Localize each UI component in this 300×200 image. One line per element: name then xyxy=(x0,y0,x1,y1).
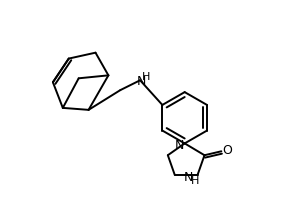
Text: O: O xyxy=(222,144,232,157)
Text: N: N xyxy=(184,171,193,184)
Text: N: N xyxy=(136,75,146,88)
Text: N: N xyxy=(175,139,184,152)
Text: H: H xyxy=(142,72,150,82)
Text: H: H xyxy=(190,176,199,186)
